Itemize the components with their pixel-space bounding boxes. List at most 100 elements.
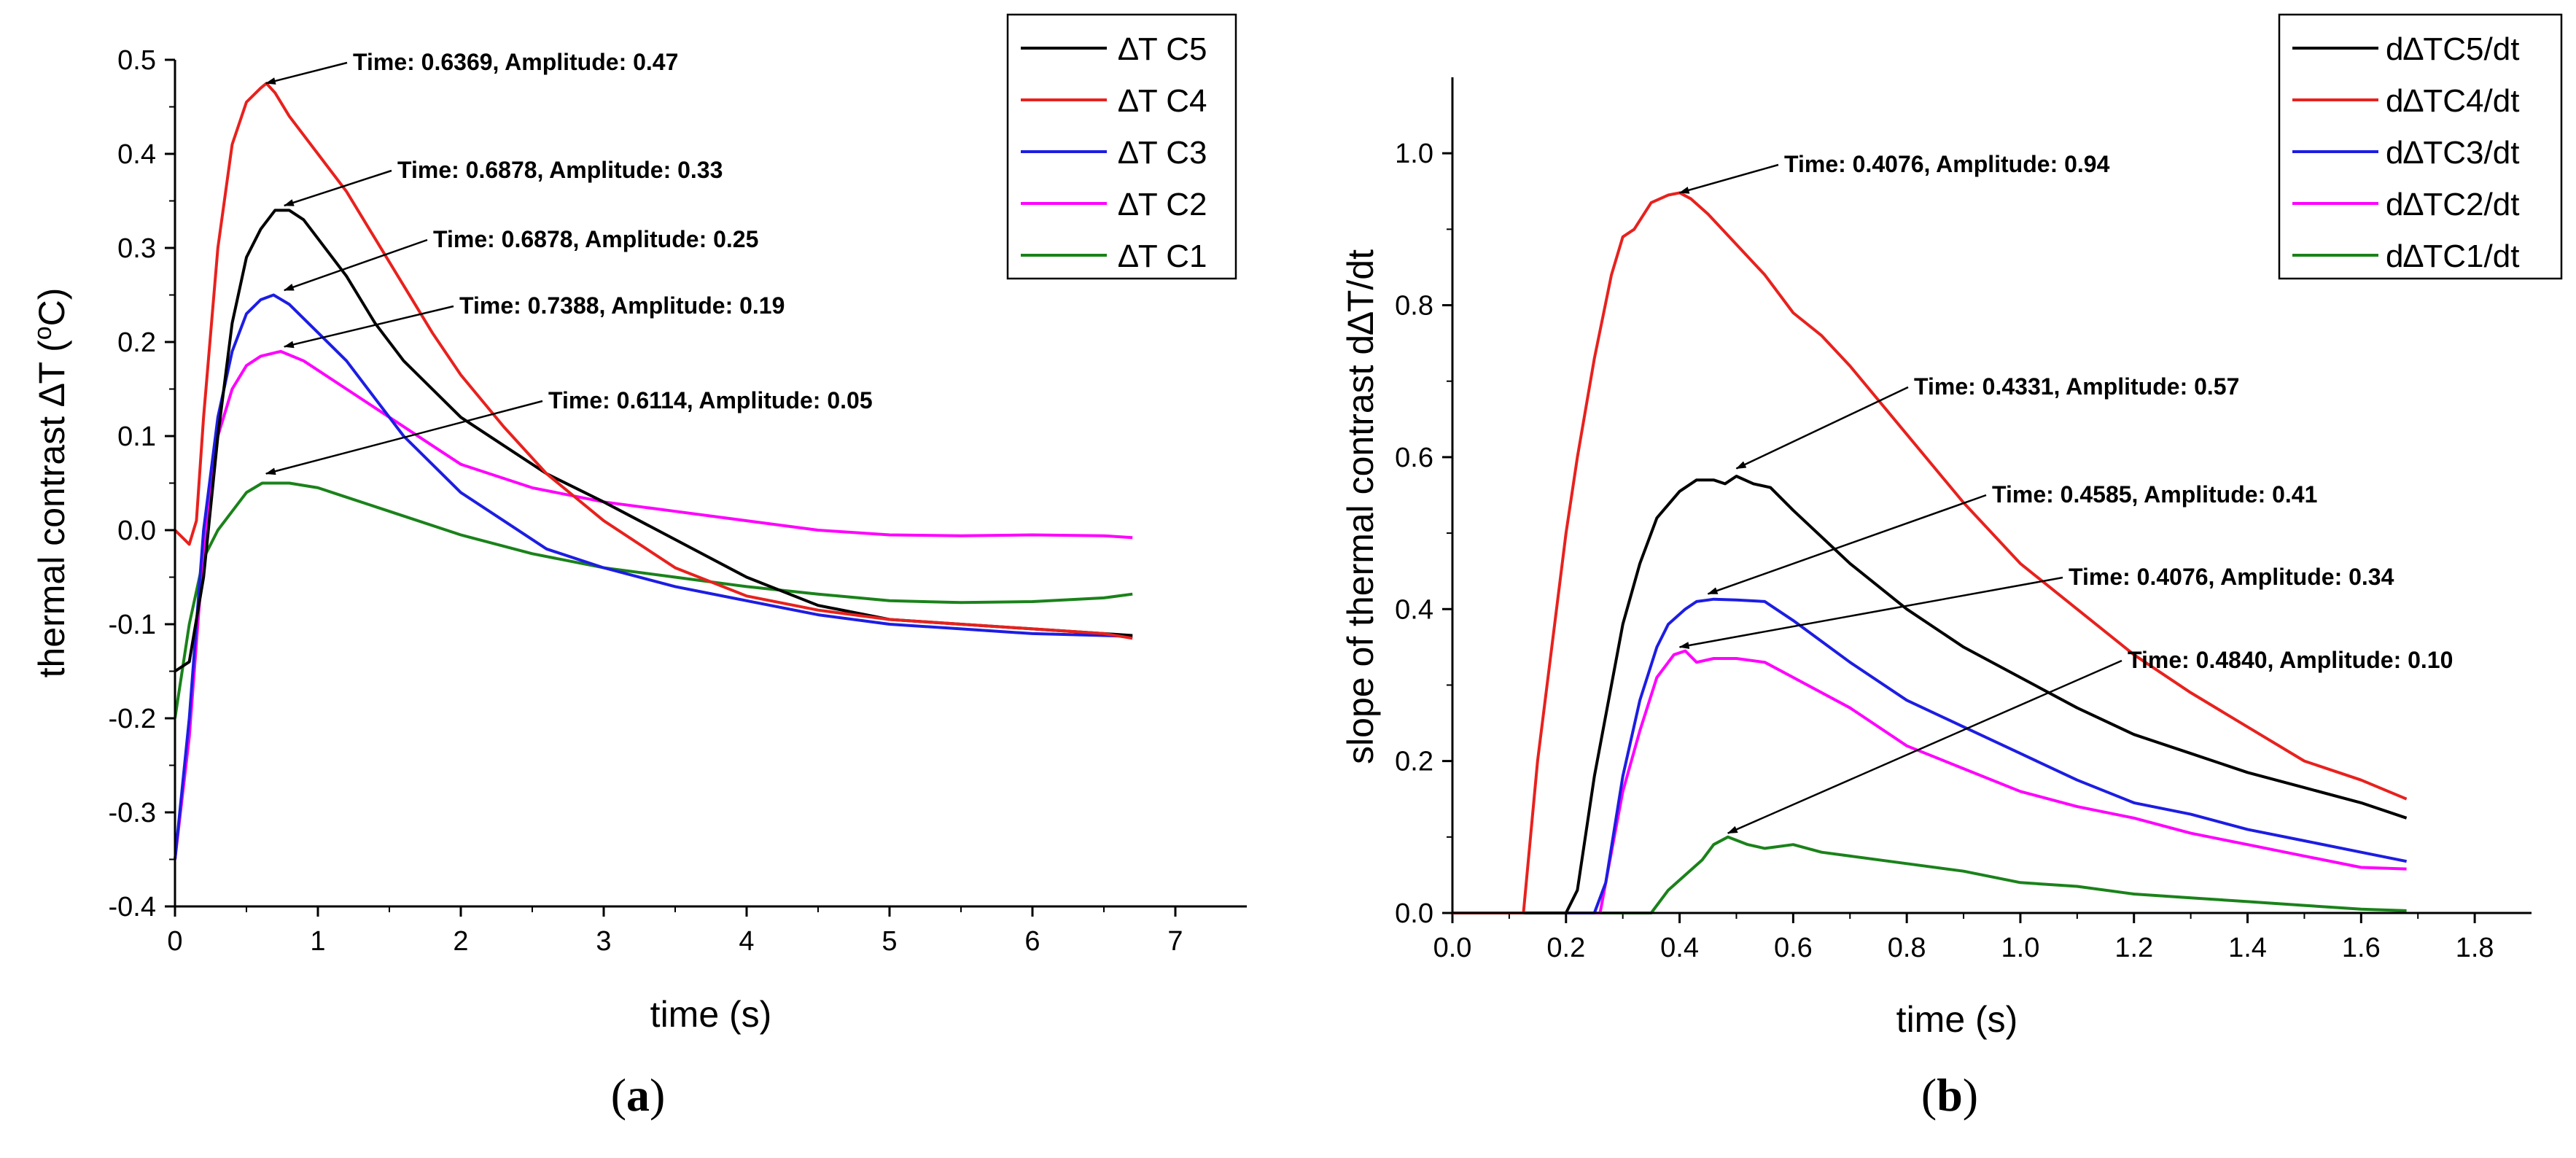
chart-b-x-tick-label: 1.6 (2342, 933, 2381, 963)
chart-b-annotation-label: Time: 0.4585, Amplitude: 0.41 (1992, 481, 2317, 508)
chart-a-series-line-4 (174, 82, 1133, 640)
chart-a-panel-letter: a (626, 1069, 650, 1121)
chart-a-y-tick-label: -0.2 (109, 704, 156, 734)
chart-b-legend-label-c1: d∆TC1/dt (2386, 238, 2519, 274)
chart-a-y-axis-title: thermal contrast ∆T (oC) (29, 288, 72, 678)
chart-a-series-line-1 (174, 481, 1133, 719)
chart-b-annotation-label: Time: 0.4076, Amplitude: 0.94 (1784, 151, 2110, 177)
chart-b-y-tick-label: 0.6 (1395, 443, 1433, 473)
chart-b-y-axis-title: slope of thermal contrast d∆T/dt (1340, 249, 1381, 764)
chart-a-x-tick-label: 4 (739, 926, 754, 957)
chart-a-annotation-label: Time: 0.7388, Amplitude: 0.19 (459, 292, 785, 319)
chart-a-y-tick-label: -0.3 (109, 798, 156, 828)
chart-a-annotations: Time: 0.6369, Amplitude: 0.47 Time: 0.687… (265, 49, 873, 475)
chart-b-annotation-label: Time: 0.4076, Amplitude: 0.34 (2069, 564, 2394, 590)
chart-a-x-tick-label: 0 (167, 926, 182, 957)
chart-a-legend-label-c2: ∆T C2 (1118, 187, 1207, 222)
chart-b-annotation-arrow (1727, 659, 2122, 834)
chart-b-legend-box (2278, 13, 2563, 280)
chart-b-legend-label-c4: d∆TC4/dt (2386, 83, 2519, 119)
chart-b-x-tick-label: 1.8 (2456, 933, 2494, 963)
chart-a-annotation-label: Time: 0.6878, Amplitude: 0.33 (397, 157, 723, 183)
chart-b-series-line-4 (1452, 191, 2408, 914)
chart-b-annotation-arrow (1678, 576, 2063, 649)
chart-a-annotation-label: Time: 0.6369, Amplitude: 0.47 (353, 49, 678, 75)
chart-a-y-axis-title-unit: C) (31, 288, 72, 327)
chart-a-legend-label-c3: ∆T C3 (1118, 135, 1207, 171)
chart-a-x-axis-title: time (s) (650, 994, 772, 1035)
chart-b-annotation-label: Time: 0.4331, Amplitude: 0.57 (1914, 373, 2239, 400)
chart-a-y-tick-label: -0.1 (109, 610, 156, 640)
chart-a-y-tick-label: 0.3 (117, 233, 156, 264)
chart-b: 0.0 0.2 0.4 0.6 0.8 1.0 1.2 1.4 1.6 1.8 0.0 0.2 0.4 0… (1340, 13, 2563, 1121)
chart-b-annotation-arrow (1678, 163, 1779, 194)
chart-a-series (174, 82, 1133, 860)
chart-a-y-tick-label: -0.4 (109, 892, 156, 922)
chart-a-y-tick-label: 0.0 (117, 516, 156, 546)
chart-a-series-line-2 (174, 349, 1133, 860)
chart-a-y-tick-label: 0.4 (117, 139, 156, 170)
chart-a-x-tick-label: 1 (310, 926, 325, 957)
chart-a-annotation-arrow (283, 169, 392, 207)
chart-b-x-tick-label: 0.2 (1546, 933, 1585, 963)
chart-b-panel-open: ( (1921, 1069, 1937, 1121)
chart-a-panel-open: ( (611, 1069, 626, 1121)
chart-a-x-tick-label: 7 (1167, 926, 1183, 957)
chart-b-y-tick-label: 0.0 (1395, 898, 1433, 929)
chart-b-x-tick-label: 1.4 (2228, 933, 2267, 963)
chart-b-series-line-1 (1452, 835, 2407, 914)
chart-b-y-tick-label: 0.8 (1395, 291, 1433, 322)
chart-b-y-tick-label: 1.0 (1395, 139, 1433, 169)
chart-b-annotations: Time: 0.4076, Amplitude: 0.94 Time: 0.433… (1678, 151, 2453, 834)
chart-a: 0 1 2 3 4 5 6 7 -0.4 -0.3 -0.2 -0.1 0.0 0.1 0.2 0.3 0.4 0… (29, 13, 1247, 1121)
chart-b-x-tick-label: 0.6 (1774, 933, 1813, 963)
chart-b-series-line-2 (1452, 649, 2407, 914)
chart-b-x-tick-label: 1.0 (2001, 933, 2040, 963)
chart-b-y-tick-label: 0.4 (1395, 594, 1433, 625)
chart-b-series-line-3 (1452, 597, 2407, 914)
chart-a-panel-label: (a) (611, 1069, 666, 1121)
chart-a-legend-label-c5: ∆T C5 (1118, 31, 1207, 67)
chart-a-annotation-label: Time: 0.6114, Amplitude: 0.05 (548, 387, 873, 413)
chart-a-series-line-5 (174, 209, 1133, 673)
chart-a-y-axis-title-main: thermal contrast ∆T ( (31, 340, 72, 677)
chart-b-x-tick-label: 0.0 (1433, 933, 1472, 963)
chart-a-x-tick-label: 3 (596, 926, 611, 957)
chart-b-series (1452, 191, 2408, 914)
chart-b-x-tick-label: 1.2 (2114, 933, 2153, 963)
chart-a-annotation-arrow (265, 61, 348, 85)
chart-a-legend-label-c1: ∆T C1 (1118, 238, 1207, 274)
chart-a-annotation-label: Time: 0.6878, Amplitude: 0.25 (433, 226, 758, 252)
chart-b-annotation-arrow (1735, 386, 1909, 470)
chart-a-annotation-arrow (265, 400, 543, 475)
chart-b-legend-label-c2: d∆TC2/dt (2386, 187, 2519, 222)
chart-a-y-tick-label: 0.1 (117, 421, 156, 452)
chart-b-series-line-5 (1452, 475, 2408, 914)
chart-b-panel-label: (b) (1921, 1069, 1978, 1121)
chart-a-y-tick-label: 0.2 (117, 327, 156, 358)
chart-a-x-tick-label: 6 (1024, 926, 1040, 957)
chart-b-y-tick-label: 0.2 (1395, 747, 1433, 777)
chart-b-x-tick-label: 0.4 (1660, 933, 1699, 963)
chart-a-legend: ∆T C5 ∆T C4 ∆T C3 ∆T C2 ∆T C1 (1006, 13, 1237, 280)
chart-a-x-tick-label: 5 (882, 926, 897, 957)
chart-b-legend: d∆TC5/dt d∆TC4/dt d∆TC3/dt d∆TC2/dt d∆TC… (2278, 13, 2563, 280)
chart-a-legend-box (1006, 13, 1237, 280)
chart-b-ticks: 0.0 0.2 0.4 0.6 0.8 1.0 1.2 1.4 1.6 1.8 0.0 0.2 0.4 0… (1395, 139, 2494, 963)
chart-a-ticks: 0 1 2 3 4 5 6 7 -0.4 -0.3 -0.2 -0.1 0.0 0.1 0.2 0.3 0.4 0… (109, 45, 1183, 957)
chart-b-annotation-arrow (1707, 494, 1987, 595)
chart-b-x-tick-label: 0.8 (1888, 933, 1926, 963)
chart-b-annotation-label: Time: 0.4840, Amplitude: 0.10 (2128, 647, 2453, 673)
chart-a-legend-label-c4: ∆T C4 (1118, 83, 1207, 119)
chart-b-legend-label-c3: d∆TC3/dt (2386, 135, 2519, 171)
chart-b-panel-letter: b (1937, 1069, 1963, 1121)
chart-a-annotation-arrow (283, 238, 428, 292)
chart-a-series-line-3 (174, 293, 1133, 860)
chart-a-x-tick-label: 2 (453, 926, 468, 957)
chart-b-panel-close: ) (1963, 1069, 1978, 1121)
chart-a-annotation-arrow (283, 305, 454, 349)
chart-a-y-tick-label: 0.5 (117, 45, 156, 76)
chart-b-legend-label-c5: d∆TC5/dt (2386, 31, 2519, 67)
chart-a-panel-close: ) (650, 1069, 665, 1121)
